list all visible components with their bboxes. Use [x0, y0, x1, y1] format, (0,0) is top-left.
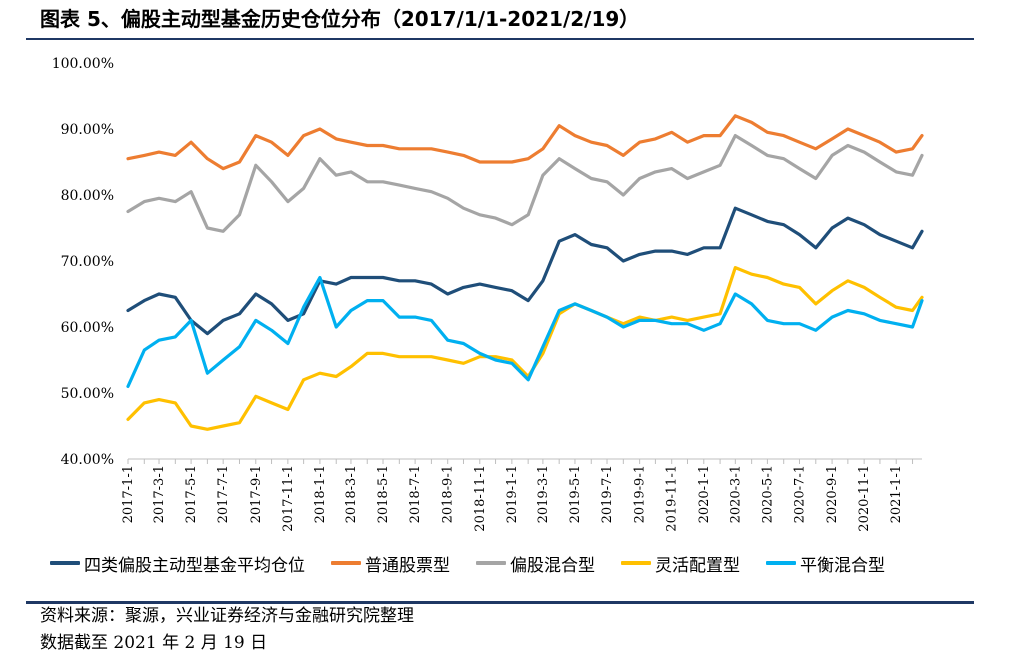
x-tick-label: 2018-11-1: [473, 465, 488, 532]
legend-label: 偏股混合型: [510, 555, 595, 576]
x-tick-label: 2020-9-1: [825, 465, 840, 523]
x-tick-label: 2020-5-1: [760, 465, 775, 523]
legend: 四类偏股主动型基金平均仓位 普通股票型 偏股混合型 灵活配置型 平衡混合型: [36, 550, 996, 576]
y-tick-label: 40.00%: [61, 452, 114, 468]
x-tick-label: 2019-7-1: [600, 465, 615, 523]
x-tick-label: 2020-1-1: [697, 465, 712, 523]
x-tick-label: 2018-9-1: [441, 465, 456, 523]
x-tick-label: 2018-5-1: [376, 465, 391, 523]
series-line-5: [126, 275, 924, 388]
y-tick-label: 60.00%: [61, 320, 114, 336]
legend-item: 平衡混合型: [746, 551, 885, 576]
x-tick-label: 2019-1-1: [505, 465, 520, 523]
legend-item: 灵活配置型: [601, 551, 740, 576]
legend-swatch: [331, 561, 361, 565]
x-tick-label: 2018-7-1: [408, 465, 423, 523]
legend-label: 四类偏股主动型基金平均仓位: [84, 555, 305, 576]
date-note: 数据截至 2021 年 2 月 19 日: [40, 633, 268, 653]
legend-item: 普通股票型: [311, 551, 450, 576]
y-tick-label: 100.00%: [52, 56, 114, 72]
y-tick-label: 90.00%: [61, 122, 114, 138]
legend-swatch: [621, 561, 651, 565]
legend-swatch: [50, 561, 80, 565]
series-line-4: [126, 266, 924, 431]
legend-item: 偏股混合型: [456, 551, 595, 576]
title-rule: [26, 38, 974, 40]
x-tick-label: 2019-3-1: [536, 465, 551, 523]
x-axis: 2017-1-1 2017-3-1 2017-5-1 2017-7-1 2017-9-1…: [121, 458, 922, 532]
series-line-1: [126, 206, 924, 336]
series-lines: [126, 114, 924, 431]
legend-label: 普通股票型: [365, 555, 450, 576]
y-tick-label: 80.00%: [61, 188, 114, 204]
legend-item: 四类偏股主动型基金平均仓位: [36, 551, 305, 576]
x-tick-label: 2020-11-1: [857, 465, 872, 532]
x-tick-label: 2017-9-1: [249, 465, 264, 523]
x-tick-label: 2019-11-1: [665, 465, 680, 532]
footer-rule: [26, 601, 974, 604]
x-tick-label: 2020-3-1: [728, 465, 743, 523]
x-tick-label: 2020-7-1: [792, 465, 807, 523]
source-note: 资料来源：聚源，兴业证券经济与金融研究院整理: [40, 606, 414, 626]
legend-swatch: [766, 561, 796, 565]
x-tick-label: 2018-3-1: [344, 465, 359, 523]
y-axis: 40.00% 50.00% 60.00% 70.00% 80.00% 90.00% 100.…: [52, 56, 114, 468]
x-tick-label: 2017-3-1: [152, 465, 167, 523]
x-tick-label: 2019-9-1: [633, 465, 648, 523]
legend-label: 灵活配置型: [655, 555, 740, 576]
x-tick-label: 2017-7-1: [216, 465, 231, 523]
x-tick-label: 2017-5-1: [184, 465, 199, 523]
x-tick-label: 2017-1-1: [121, 465, 136, 523]
line-chart: 40.00% 50.00% 60.00% 70.00% 80.00% 90.00% 100.…: [52, 56, 924, 532]
legend-swatch: [476, 561, 506, 565]
x-tick-label: 2018-1-1: [313, 465, 328, 523]
series-line-2: [126, 114, 924, 171]
x-tick-label: 2017-11-1: [281, 465, 296, 532]
page-title: 图表 5、偏股主动型基金历史仓位分布（2017/1/1-2021/2/19）: [40, 7, 640, 31]
x-tick-label: 2021-1-1: [889, 465, 904, 523]
x-tick-label: 2019-5-1: [568, 465, 583, 523]
y-tick-label: 70.00%: [61, 254, 114, 270]
series-line-3: [126, 133, 924, 233]
legend-label: 平衡混合型: [800, 555, 885, 576]
y-tick-label: 50.00%: [61, 386, 114, 402]
